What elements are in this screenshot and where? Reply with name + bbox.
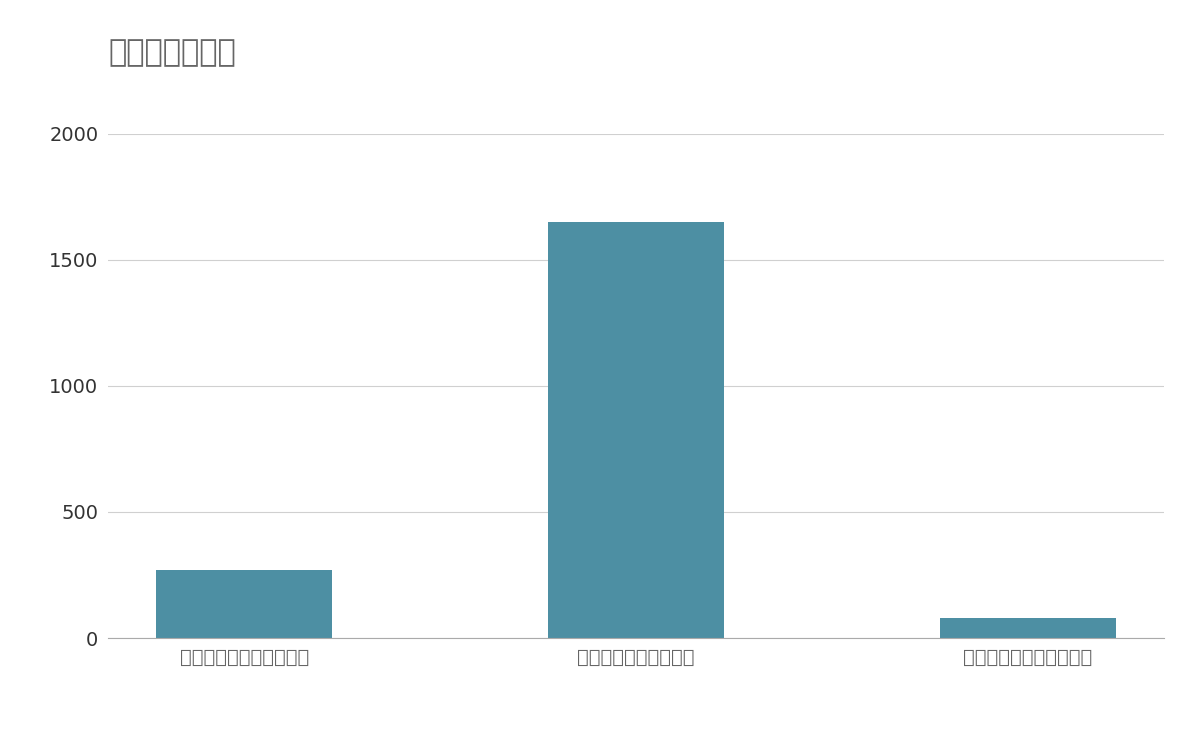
Text: 競合含む売上高: 競合含む売上高 [108, 38, 235, 67]
Bar [940, 618, 1116, 638]
Bar [156, 570, 332, 638]
Bar [548, 222, 724, 638]
